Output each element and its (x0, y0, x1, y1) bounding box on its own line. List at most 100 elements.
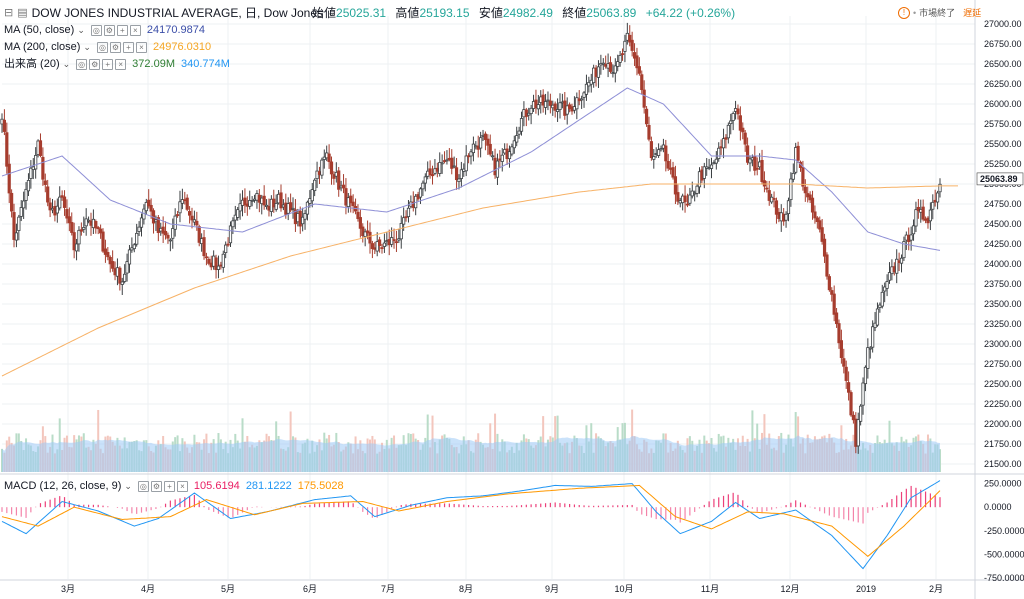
visibility-icon[interactable]: ◎ (90, 24, 102, 36)
candle-body (512, 140, 516, 149)
chevron-down-icon[interactable]: ⌄ (124, 481, 132, 491)
candle-body (344, 188, 348, 206)
candle-body (743, 132, 747, 145)
low-value: 24982.49 (502, 6, 553, 20)
candle-body (673, 176, 678, 195)
volume-label[interactable]: 出来高 (20) (4, 58, 60, 70)
candle-body (928, 209, 932, 222)
candle-body (632, 52, 637, 59)
candle-body (847, 382, 851, 393)
indicator-controls[interactable]: ◎ ⚙ + × (76, 58, 127, 70)
candle-body (26, 180, 31, 192)
dot-icon: • (913, 7, 917, 18)
ma200-label[interactable]: MA (200, close) (4, 41, 81, 53)
candle-body (289, 202, 293, 211)
candle-body (108, 257, 112, 265)
candle-body (483, 133, 488, 141)
candle-body (139, 217, 144, 228)
candle-body (469, 151, 473, 157)
candle-body (17, 216, 21, 231)
candle-body (515, 135, 519, 143)
candle-body (736, 108, 740, 115)
indicator-controls[interactable]: ◎ ⚙ + × (96, 41, 147, 53)
candle-body (866, 347, 870, 369)
price-tick-label: 24500.00 (984, 219, 1022, 229)
candle-body (329, 161, 334, 175)
candle-body (488, 143, 492, 155)
candle-body (640, 74, 644, 91)
visibility-icon[interactable]: ◎ (96, 41, 108, 53)
indicator-controls[interactable]: ◎ ⚙ + × (137, 480, 188, 492)
macd-tick-label: -750.0000 (984, 573, 1024, 583)
add-icon[interactable]: + (122, 41, 134, 53)
add-icon[interactable]: + (163, 480, 175, 492)
symbol-header[interactable]: ⊟ ▤ DOW JONES INDUSTRIAL AVERAGE, 日, Dow… (4, 4, 336, 21)
visibility-icon[interactable]: ◎ (137, 480, 149, 492)
candle-body (517, 130, 521, 135)
candle-body (818, 220, 822, 230)
candle-body (38, 140, 43, 156)
visibility-icon[interactable]: ◎ (76, 58, 88, 70)
candle-body (861, 382, 865, 406)
close-icon[interactable]: × (176, 480, 188, 492)
candle-body (452, 165, 456, 168)
macd-tick-label: -250.0000 (984, 526, 1024, 536)
candle-body (796, 145, 800, 161)
add-icon[interactable]: + (102, 58, 114, 70)
settings-icon[interactable]: ⚙ (103, 24, 115, 36)
candle-body (313, 179, 317, 192)
candle-body (628, 34, 632, 43)
candle-body (803, 186, 807, 194)
close-icon[interactable]: × (115, 58, 127, 70)
candle-body (5, 132, 9, 167)
settings-icon[interactable]: ⚙ (150, 480, 162, 492)
candle-body (48, 202, 52, 211)
macd-hist-value: 105.6194 (193, 480, 240, 492)
candle-body (834, 312, 839, 325)
candle-body (895, 258, 899, 274)
settings-icon[interactable]: ⚙ (109, 41, 121, 53)
chevron-down-icon[interactable]: ⌄ (327, 7, 337, 19)
candle-body (262, 195, 266, 206)
candle-body (695, 185, 699, 194)
price-tick-label: 24750.00 (984, 199, 1022, 209)
candle-body (62, 196, 67, 208)
candle-body (250, 200, 254, 202)
candle-body (195, 220, 199, 226)
ma50-value: 24170.9874 (146, 24, 205, 36)
close-icon[interactable]: × (135, 41, 147, 53)
candle-body (132, 244, 136, 250)
candle-body (822, 238, 827, 257)
indicator-controls[interactable]: ◎ ⚙ + × (90, 24, 141, 36)
candle-body (180, 199, 184, 204)
legend-macd[interactable]: MACD (12, 26, close, 9) ⌄ ◎ ⚙ + × 105.6194 … (4, 478, 350, 494)
price-tick-label: 24000.00 (984, 259, 1022, 269)
candle-body (14, 232, 19, 241)
candle-body (356, 211, 360, 219)
close-icon[interactable]: × (129, 24, 141, 36)
candle-body (902, 241, 906, 259)
candle-body (99, 228, 103, 234)
ma50-label[interactable]: MA (50, close) (4, 24, 75, 36)
candle-body (479, 137, 483, 149)
ohlc-readout: 始値25025.31 高値25193.15 安値24982.49 終値25063… (312, 4, 735, 21)
macd-label[interactable]: MACD (12, 26, close, 9) (4, 480, 122, 492)
add-icon[interactable]: + (116, 24, 128, 36)
settings-icon[interactable]: ⚙ (89, 58, 101, 70)
legend-ma200[interactable]: MA (200, close) ⌄ ◎ ⚙ + × 24976.0310 (4, 39, 217, 55)
change-value: +64.22 (+0.26%) (645, 6, 736, 20)
price-tick-label: 25500.00 (984, 139, 1022, 149)
market-status[interactable]: ! • 市場終了 遅延 (898, 6, 981, 19)
candle-body (519, 118, 524, 132)
chevron-down-icon[interactable]: ⌄ (83, 42, 91, 52)
legend-volume[interactable]: 出来高 (20) ⌄ ◎ ⚙ + × 372.09M 340.774M (4, 56, 236, 72)
chevron-down-icon[interactable]: ⌄ (62, 59, 71, 69)
symbol-title[interactable]: DOW JONES INDUSTRIAL AVERAGE, 日, Dow Jon… (31, 6, 324, 20)
collapse-icon[interactable]: ⊟ (4, 7, 14, 19)
price-tick-label: 23500.00 (984, 299, 1022, 309)
candle-body (149, 204, 153, 212)
candle-body (500, 154, 504, 162)
legend-ma50[interactable]: MA (50, close) ⌄ ◎ ⚙ + × 24170.9874 (4, 22, 211, 38)
chevron-down-icon[interactable]: ⌄ (77, 25, 85, 35)
